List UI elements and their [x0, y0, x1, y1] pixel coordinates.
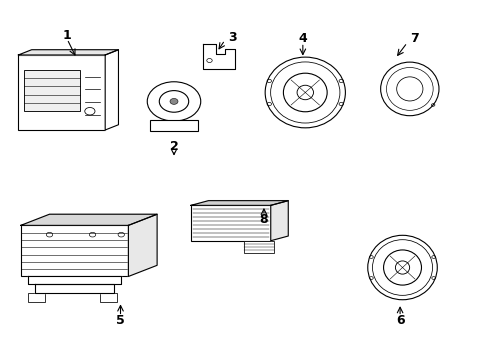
Bar	[28, 293, 45, 302]
Text: 5: 5	[116, 314, 124, 327]
Polygon shape	[191, 201, 287, 205]
FancyBboxPatch shape	[19, 55, 105, 130]
Text: 7: 7	[409, 32, 418, 45]
Bar	[21, 225, 128, 276]
Text: 3: 3	[227, 31, 236, 44]
Polygon shape	[19, 50, 118, 55]
Text: 6: 6	[395, 314, 404, 327]
Bar	[244, 241, 273, 252]
Bar	[150, 120, 198, 131]
Text: 4: 4	[298, 32, 306, 45]
Polygon shape	[128, 214, 157, 276]
Bar	[191, 205, 270, 241]
Text: 8: 8	[259, 213, 268, 226]
Polygon shape	[270, 201, 287, 241]
Polygon shape	[105, 50, 118, 130]
Polygon shape	[21, 214, 157, 225]
Bar	[100, 293, 117, 302]
Polygon shape	[28, 276, 121, 284]
Bar	[23, 70, 80, 111]
Polygon shape	[35, 284, 114, 293]
Text: 1: 1	[62, 29, 71, 42]
Text: 2: 2	[169, 140, 178, 153]
Circle shape	[170, 99, 178, 104]
